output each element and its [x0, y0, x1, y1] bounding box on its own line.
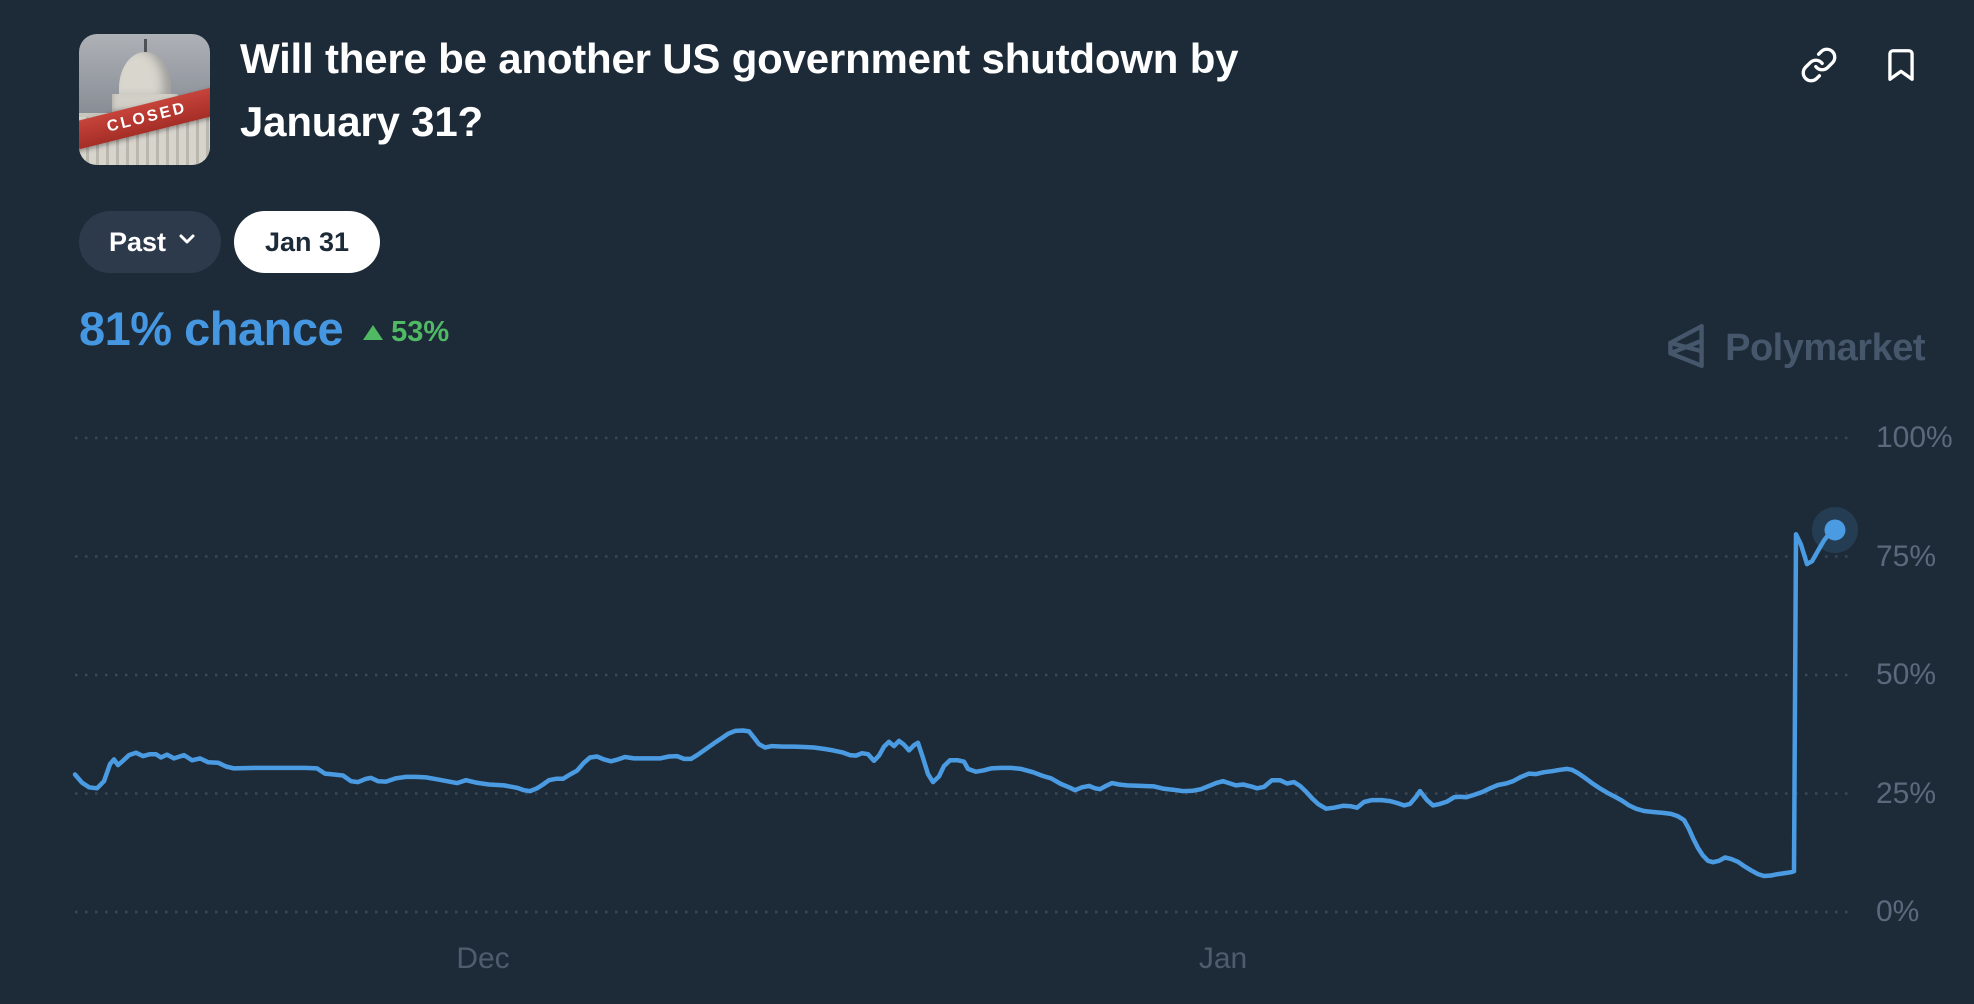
chance-stats: 81% chance 53% [79, 301, 449, 356]
probability-chart[interactable]: 100% 75% 50% 25% 0% Dec Jan [0, 420, 1974, 1004]
chance-change-value: 53% [391, 316, 450, 348]
polymarket-logo-icon [1662, 320, 1710, 377]
market-title-line2: January 31? [240, 98, 483, 145]
polymarket-watermark[interactable]: Polymarket [1662, 320, 1925, 377]
capitol-dome [118, 52, 171, 102]
chevron-down-icon [175, 227, 199, 258]
polymarket-wordmark: Polymarket [1725, 327, 1925, 369]
market-title: Will there be another US government shut… [240, 27, 1520, 153]
capitol-spire [143, 39, 147, 55]
market-title-line1: Will there be another US government shut… [240, 35, 1239, 82]
x-axis-label: Dec [456, 942, 510, 975]
bookmark-icon [1882, 49, 1920, 87]
date-filter-jan31[interactable]: Jan 31 [234, 211, 381, 273]
up-triangle-icon [363, 325, 384, 340]
y-axis-label: 100% [1876, 421, 1953, 454]
y-axis-label: 25% [1876, 776, 1937, 810]
past-dropdown-label: Past [109, 226, 167, 257]
chart-canvas[interactable] [0, 420, 1974, 1004]
y-axis-label: 0% [1876, 895, 1920, 928]
y-axis-label: 75% [1876, 539, 1937, 573]
market-thumbnail: CLOSED [79, 34, 210, 165]
x-axis-label: Jan [1198, 942, 1248, 975]
endpoint-dot [1824, 519, 1846, 541]
price-line [72, 527, 1838, 879]
chance-value: 81% chance [79, 302, 344, 355]
date-filter-label: Jan 31 [265, 226, 350, 257]
bookmark-button[interactable] [1882, 46, 1920, 84]
chance-change: 53% [363, 316, 449, 349]
past-dropdown[interactable]: Past [79, 211, 222, 273]
y-axis-label: 50% [1876, 658, 1937, 691]
copy-link-button[interactable] [1800, 46, 1838, 84]
link-icon [1800, 47, 1838, 87]
